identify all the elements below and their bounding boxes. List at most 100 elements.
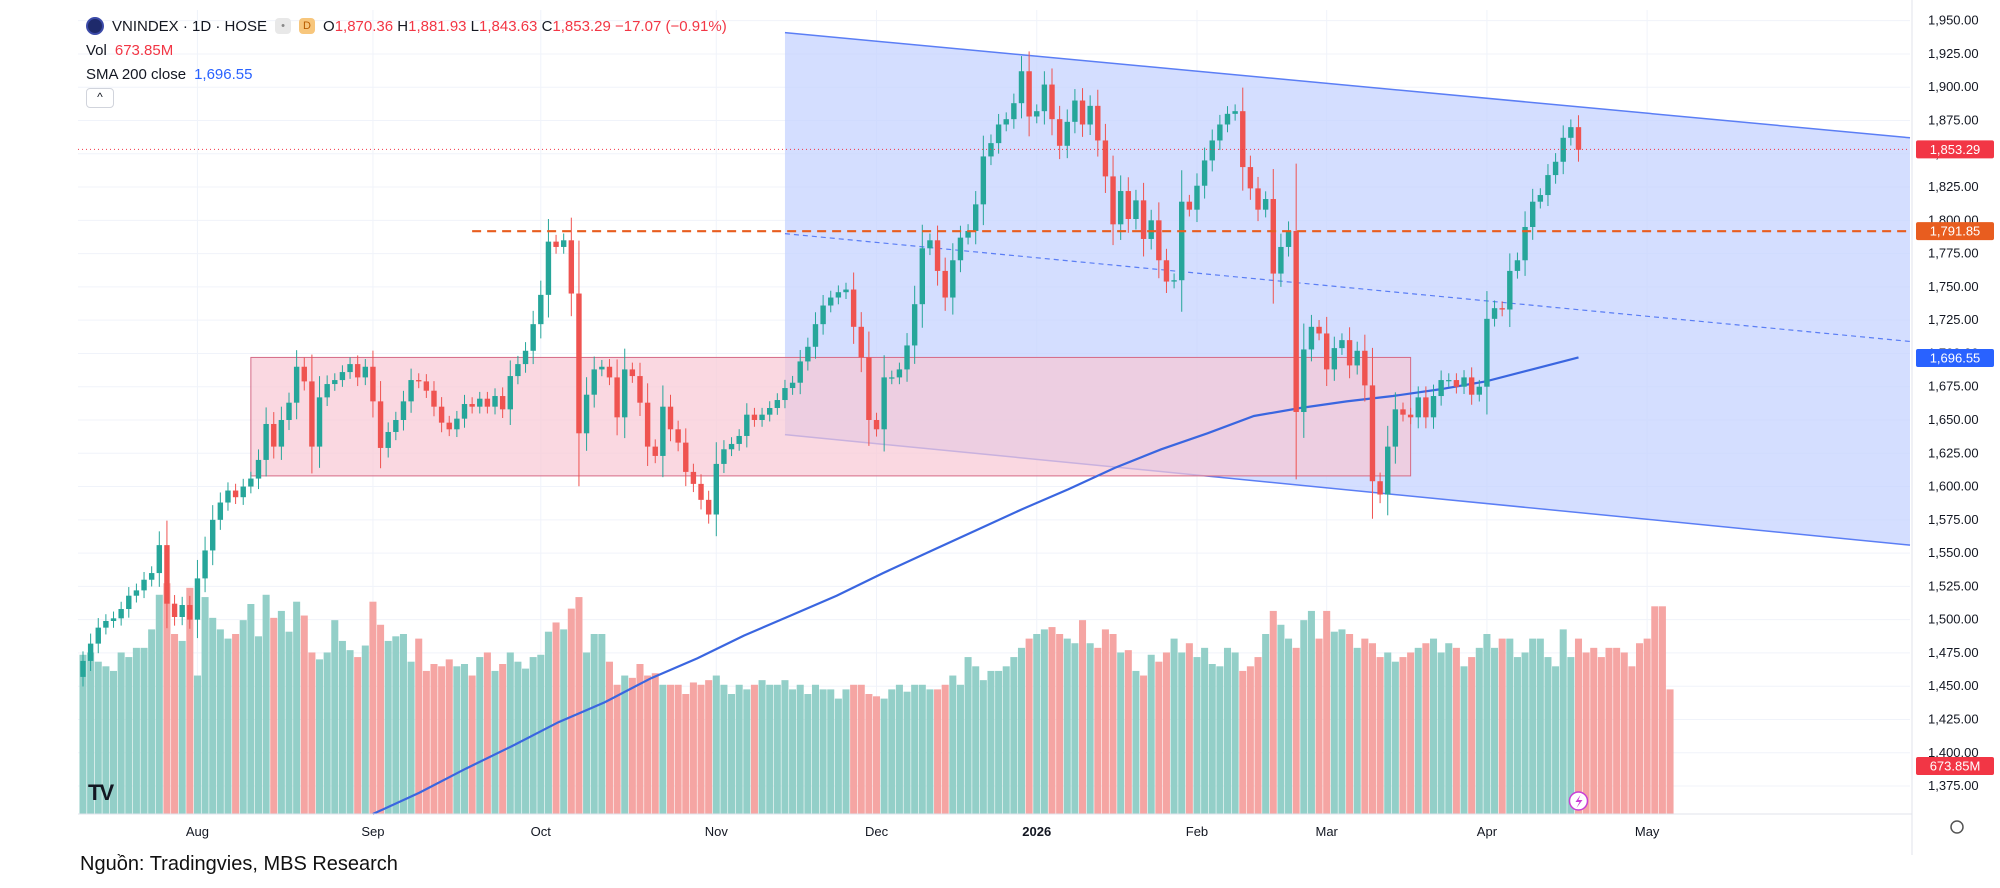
ohlc-values: O1,870.36 H1,881.93 L1,843.63 C1,853.29 … — [323, 18, 727, 35]
volume-bar — [834, 698, 842, 814]
candle — [1285, 221, 1292, 257]
volume-bar — [1468, 657, 1476, 814]
candle — [1423, 386, 1429, 429]
tradingview-logo[interactable]: TV — [88, 780, 114, 805]
candle — [248, 471, 254, 494]
candle-body — [934, 240, 941, 271]
volume-bar — [1117, 652, 1125, 814]
price-tick-label: 1,500.00 — [1928, 612, 1979, 627]
candle — [1232, 104, 1238, 121]
volume-bar — [1559, 629, 1567, 814]
price-tick-label: 1,675.00 — [1928, 379, 1979, 394]
candle-body — [393, 419, 399, 432]
candle-body — [1194, 185, 1200, 210]
legend-symbol-row[interactable]: VNINDEX · 1D · HOSE • D O1,870.36 H1,881… — [86, 14, 727, 38]
candle — [873, 412, 880, 437]
volume-bar — [1529, 638, 1537, 814]
volume-bar — [613, 684, 621, 814]
volume-bar — [1086, 643, 1094, 814]
volume-bar — [621, 675, 629, 814]
data-delayed-badge[interactable]: D — [299, 18, 316, 34]
volume-bar — [193, 675, 201, 814]
candle-body — [377, 401, 384, 448]
volume-bar — [758, 680, 766, 814]
last-price-label: 1,853.29 — [1930, 142, 1981, 157]
candle-body — [667, 406, 674, 430]
candle — [545, 218, 552, 318]
volume-bar — [1628, 666, 1636, 814]
volume-bar — [682, 694, 690, 814]
volume-bar — [918, 684, 926, 814]
volume-bar — [1079, 620, 1087, 814]
volume-bar — [514, 661, 522, 814]
candle-body — [660, 406, 666, 456]
candle — [141, 572, 147, 599]
candle — [911, 285, 918, 364]
candle — [1339, 333, 1345, 355]
candle-body — [736, 435, 742, 444]
candle — [637, 362, 643, 416]
candle — [1415, 386, 1421, 429]
volume-bar — [415, 638, 423, 814]
collapse-legend-button[interactable]: ^ — [86, 88, 114, 108]
volume-bar — [377, 624, 385, 814]
volume-bar — [1346, 634, 1354, 814]
volume-bar — [1567, 657, 1575, 814]
candle-body — [347, 364, 353, 373]
volume-bar — [1483, 634, 1491, 814]
candle — [1507, 253, 1513, 328]
candle-body — [1339, 340, 1345, 349]
volume-bar — [1315, 638, 1323, 814]
candle-body — [187, 605, 193, 620]
candle — [1308, 314, 1315, 362]
candle — [1049, 68, 1055, 136]
candle — [1537, 188, 1544, 209]
candle-body — [774, 400, 781, 409]
volume-bar — [636, 664, 644, 814]
volume-bar — [1651, 606, 1659, 814]
candle — [309, 354, 315, 474]
candle — [728, 437, 735, 457]
symbol-title[interactable]: VNINDEX · 1D · HOSE — [112, 17, 268, 35]
volume-bar — [392, 636, 400, 814]
candle — [179, 596, 185, 626]
last-price-label-bg — [1916, 140, 1994, 159]
legend-volume-row[interactable]: Vol 673.85M — [86, 38, 727, 62]
candle-body — [103, 620, 109, 628]
candle — [1217, 114, 1223, 151]
volume-bar — [1239, 670, 1247, 814]
candle-body — [1247, 167, 1254, 189]
volume-bar — [1437, 652, 1445, 814]
candle — [1026, 51, 1032, 137]
volume-bar — [743, 689, 751, 814]
candle — [1186, 194, 1193, 217]
candle-body — [1255, 188, 1261, 210]
volume-bar — [1330, 631, 1338, 814]
volume-bar — [399, 634, 407, 814]
candle-body — [240, 486, 246, 498]
volume-bar — [720, 684, 728, 814]
candle — [591, 356, 597, 408]
candle — [87, 633, 94, 671]
sma-label: SMA 200 close — [86, 65, 187, 83]
candle — [1476, 379, 1482, 402]
volume-bar — [964, 657, 972, 814]
volume-bar — [117, 652, 125, 814]
candle-body — [1308, 326, 1315, 350]
time-axis[interactable]: Aug Sep Oct Nov Dec 2026 Feb Mar Apr May — [78, 813, 1912, 839]
candle-body — [637, 376, 643, 403]
lightning-glyph — [1575, 795, 1583, 808]
legend-sma-row[interactable]: SMA 200 close 1,696.55 — [86, 62, 727, 86]
volume-bar — [666, 684, 675, 814]
candle — [507, 360, 513, 425]
candle — [217, 492, 224, 530]
time-tick-label: Sep — [361, 824, 384, 839]
candle — [362, 359, 369, 386]
candle — [232, 483, 239, 504]
candle-body — [1392, 409, 1399, 447]
candle-body — [400, 401, 407, 420]
volume-bar — [1285, 638, 1293, 814]
sma-price-label: 1,696.55 — [1930, 351, 1981, 366]
candle — [751, 407, 758, 427]
